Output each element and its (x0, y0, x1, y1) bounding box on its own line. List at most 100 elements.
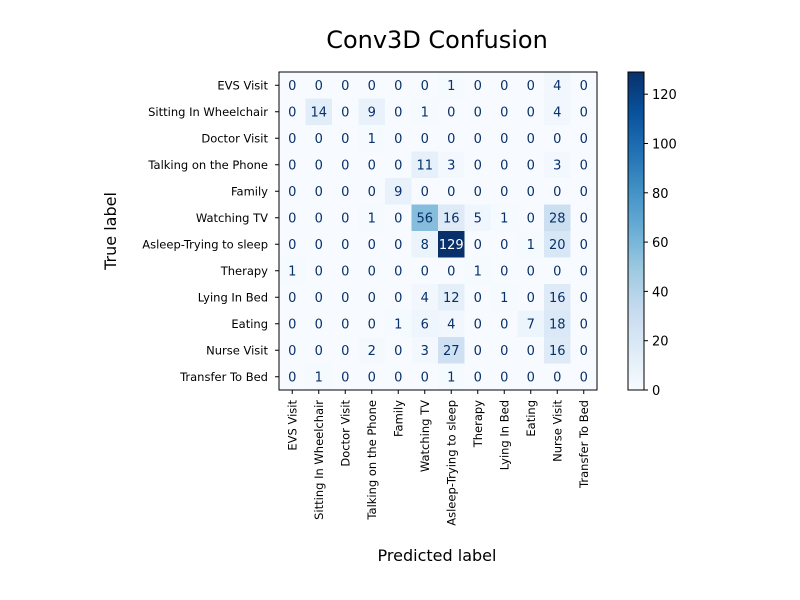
heatmap-cell (385, 125, 412, 152)
heatmap-cell (544, 178, 571, 205)
cell-value: 0 (368, 79, 376, 94)
cell-value: 0 (500, 79, 508, 94)
cell-value: 0 (394, 105, 402, 120)
y-tick-labels: EVS Visit Sitting In Wheelchair Doctor Vis… (142, 78, 279, 384)
cell-value: 0 (394, 132, 402, 147)
heatmap-cell (358, 310, 386, 338)
cell-value: 20 (549, 238, 566, 253)
heatmap-cell (438, 151, 465, 179)
cell-value: 0 (315, 211, 323, 226)
heatmap-cell (332, 310, 359, 338)
heatmap-cell (464, 363, 492, 391)
cell-value: 0 (527, 158, 535, 173)
cell-value: 11 (416, 158, 433, 173)
x-tick-label: Therapy (471, 400, 485, 448)
heatmap-cell (279, 72, 306, 99)
cell-value: 0 (368, 158, 376, 173)
cell-value: 0 (315, 344, 323, 359)
cell-value: 0 (288, 344, 296, 359)
heatmap-cell (279, 204, 306, 232)
y-tick-label: Therapy (220, 264, 268, 278)
y-tick-label: Watching TV (196, 211, 268, 225)
cell-value: 0 (394, 370, 402, 385)
heatmap-cell (464, 72, 492, 99)
x-tick-label: Asleep-Trying to sleep (444, 400, 458, 526)
heatmap-cell (438, 178, 465, 205)
cell-value: 0 (288, 158, 296, 173)
heatmap-cell (385, 337, 412, 364)
heatmap-cell (358, 363, 386, 391)
heatmap-cell (517, 98, 545, 126)
cell-value: 0 (474, 105, 482, 120)
cell-value: 0 (315, 238, 323, 253)
heatmap-cell (544, 231, 571, 258)
heatmap-cell (305, 178, 333, 205)
heatmap-cell (438, 98, 465, 126)
cell-value: 0 (288, 211, 296, 226)
heatmap-cell (517, 178, 545, 205)
y-tick-label: EVS Visit (217, 78, 268, 92)
heatmap-cell (517, 204, 545, 232)
cell-value: 0 (527, 291, 535, 306)
cell-value: 0 (394, 158, 402, 173)
y-tick-label: Eating (231, 317, 268, 331)
cell-value: 0 (474, 238, 482, 253)
heatmap-cell (279, 98, 306, 126)
heatmap-cell (438, 231, 465, 258)
heatmap-cell (517, 310, 545, 338)
cell-value: 4 (553, 79, 561, 94)
heatmap-cell (570, 363, 598, 391)
cell-value: 0 (580, 132, 588, 147)
heatmap-cell (491, 284, 518, 311)
cell-value: 4 (447, 317, 455, 332)
colorbar-tick-label: 60 (652, 236, 669, 251)
cell-value: 0 (553, 264, 561, 279)
heatmap-cell (332, 178, 359, 205)
heatmap-cell (385, 310, 412, 338)
heatmap-cell (279, 151, 306, 179)
cell-value: 0 (447, 132, 455, 147)
cell-value: 0 (474, 132, 482, 147)
heatmap-cell (464, 125, 492, 152)
heatmap-cell (570, 337, 598, 364)
heatmap-cell (279, 178, 306, 205)
heatmap-cell (438, 363, 465, 391)
heatmap-cell (544, 337, 571, 364)
heatmap-cell (570, 151, 598, 179)
heatmap-cell (570, 231, 598, 258)
heatmap-cells (279, 72, 598, 391)
x-tick-label: Eating (524, 400, 538, 437)
heatmap-cell (438, 337, 465, 364)
cell-value: 16 (549, 291, 566, 306)
cell-value: 0 (315, 291, 323, 306)
plot-frame (278, 71, 598, 391)
heatmap-cell (358, 178, 386, 205)
y-tick-label: Lying In Bed (198, 290, 268, 304)
heatmap-cell (491, 125, 518, 152)
cell-value: 0 (394, 344, 402, 359)
heatmap-cell (305, 72, 333, 99)
cell-value: 1 (474, 264, 482, 279)
heatmap-cell (464, 310, 492, 338)
heatmap-cell (305, 98, 333, 126)
cell-value: 3 (421, 344, 429, 359)
cell-value: 0 (553, 370, 561, 385)
heatmap-cell (332, 72, 359, 99)
cell-value: 0 (368, 185, 376, 200)
heatmap-cell (411, 151, 439, 179)
cell-value: 4 (421, 291, 429, 306)
x-tick-label: Transfer To Bed (577, 400, 591, 489)
cell-value: 0 (500, 158, 508, 173)
cell-value: 0 (315, 185, 323, 200)
heatmap-cell (305, 310, 333, 338)
heatmap-cell (358, 72, 386, 99)
cell-value: 0 (368, 291, 376, 306)
cell-value: 0 (474, 79, 482, 94)
colorbar-tick-label: 20 (652, 335, 669, 350)
heatmap-cell (517, 125, 545, 152)
cell-value: 0 (421, 264, 429, 279)
cell-value: 0 (368, 238, 376, 253)
cell-value: 0 (421, 79, 429, 94)
heatmap-cell (438, 310, 465, 338)
cell-value: 0 (527, 211, 535, 226)
